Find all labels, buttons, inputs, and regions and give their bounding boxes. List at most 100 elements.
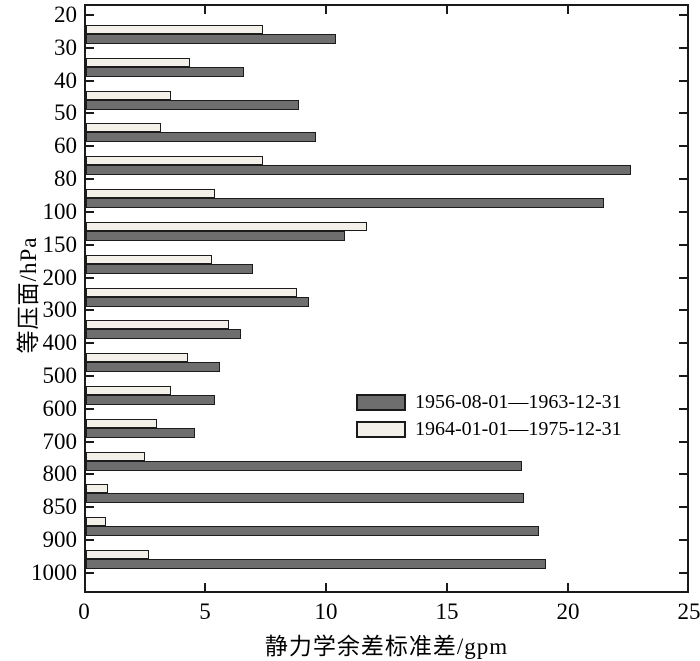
- x-tick-top: [446, 6, 448, 14]
- y-tick-right: [679, 79, 687, 82]
- y-tick-right: [679, 473, 687, 476]
- bar-1964-series: [86, 550, 150, 560]
- y-tick-right: [679, 276, 687, 279]
- x-tick-bottom: [204, 583, 206, 591]
- bar-1964-series: [86, 353, 189, 363]
- bar-1956-series: [86, 559, 547, 570]
- bar-1964-series: [86, 287, 297, 297]
- y-tick-right: [679, 14, 687, 16]
- y-tick-label: 100: [42, 198, 78, 224]
- y-tick-left: [86, 210, 94, 213]
- bar-1956-series: [86, 493, 525, 504]
- bar-1956-series: [86, 99, 300, 110]
- legend-swatch-1964-series: [356, 420, 406, 438]
- y-tick-left: [86, 112, 94, 115]
- legend-swatch-1956-series: [356, 393, 406, 411]
- y-tick-left: [86, 145, 94, 148]
- bar-1964-series: [86, 221, 368, 231]
- bar-1956-series: [86, 34, 336, 44]
- x-tick-label: 5: [199, 599, 211, 624]
- y-tick-right: [679, 46, 687, 49]
- y-tick-left: [86, 473, 94, 476]
- y-tick-left: [86, 14, 94, 16]
- y-tick-right: [679, 374, 687, 377]
- y-tick-right: [679, 145, 687, 148]
- bar-1964-series: [86, 451, 145, 461]
- bar-1956-series: [86, 66, 244, 77]
- legend: 1956-08-01—1963-12-31 1964-01-01—1975-12…: [356, 391, 622, 445]
- legend-entry-series1: 1956-08-01—1963-12-31: [356, 391, 622, 413]
- y-tick-right: [679, 571, 687, 574]
- y-tick-label: 80: [54, 166, 77, 192]
- bar-1964-series: [86, 385, 172, 395]
- bar-1956-series: [86, 296, 310, 307]
- bar-1964-series: [86, 25, 264, 34]
- x-tick-top: [325, 6, 327, 14]
- y-tick-right: [679, 243, 687, 246]
- y-tick-left: [86, 309, 94, 312]
- bar-1956-series: [86, 394, 215, 405]
- y-tick-label: 1000: [31, 559, 77, 585]
- bar-1956-series: [86, 198, 605, 209]
- y-tick-label: 900: [42, 527, 78, 553]
- y-tick-left: [86, 243, 94, 246]
- y-tick-left: [86, 178, 94, 181]
- x-tick-label: 25: [677, 599, 700, 624]
- y-tick-label: 800: [42, 461, 78, 487]
- y-tick-label: 500: [42, 362, 78, 388]
- y-tick-label: 150: [42, 231, 78, 257]
- bar-1956-series: [86, 132, 317, 143]
- bar-1956-series: [86, 427, 196, 438]
- y-tick-label: 20: [54, 2, 77, 27]
- y-tick-label: 50: [54, 100, 77, 126]
- bar-1956-series: [86, 263, 254, 274]
- bar-1956-series: [86, 165, 631, 176]
- bar-1964-series: [86, 90, 172, 100]
- bar-1956-series: [86, 460, 523, 471]
- bar-1964-series: [86, 123, 162, 133]
- legend-label-1956-series: 1956-08-01—1963-12-31: [415, 391, 622, 413]
- y-tick-label: 40: [54, 67, 77, 93]
- y-tick-left: [86, 440, 94, 443]
- x-tick-bottom: [325, 583, 327, 591]
- y-tick-label: 400: [42, 330, 78, 356]
- y-tick-label: 850: [42, 494, 78, 520]
- y-tick-label: 60: [54, 133, 77, 159]
- y-tick-left: [86, 276, 94, 279]
- y-tick-right: [679, 309, 687, 312]
- x-tick-top: [567, 6, 569, 14]
- y-tick-right: [679, 407, 687, 410]
- bar-1964-series: [86, 57, 191, 67]
- bar-1956-series: [86, 329, 242, 340]
- y-tick-right: [679, 539, 687, 542]
- y-tick-left: [86, 342, 94, 345]
- y-tick-left: [86, 374, 94, 377]
- x-tick-label: 15: [435, 599, 459, 624]
- legend-label-1964-series: 1964-01-01—1975-12-31: [415, 418, 622, 440]
- y-tick-left: [86, 506, 94, 509]
- y-tick-label: 300: [42, 297, 78, 323]
- bar-1964-series: [86, 517, 106, 527]
- bar-1964-series: [86, 418, 157, 428]
- x-axis-title: 静力学余差标准差/gpm: [264, 634, 509, 659]
- bar-1964-series: [86, 254, 213, 264]
- bar-1964-series: [86, 156, 264, 166]
- x-tick-top: [204, 6, 206, 14]
- y-tick-label: 200: [42, 264, 78, 290]
- y-tick-left: [86, 79, 94, 82]
- y-tick-left: [86, 539, 94, 542]
- bar-1964-series: [86, 189, 215, 199]
- bar-1956-series: [86, 230, 346, 241]
- bar-1964-series: [86, 320, 230, 330]
- x-tick-label: 0: [78, 599, 90, 624]
- x-tick-label: 20: [556, 599, 580, 624]
- y-tick-label: 600: [42, 395, 78, 421]
- y-tick-right: [679, 342, 687, 345]
- y-tick-right: [679, 440, 687, 443]
- y-tick-right: [679, 506, 687, 509]
- y-tick-label: 30: [54, 34, 77, 60]
- y-tick-left: [86, 407, 94, 410]
- bar-1956-series: [86, 526, 539, 537]
- x-tick-bottom: [567, 583, 569, 591]
